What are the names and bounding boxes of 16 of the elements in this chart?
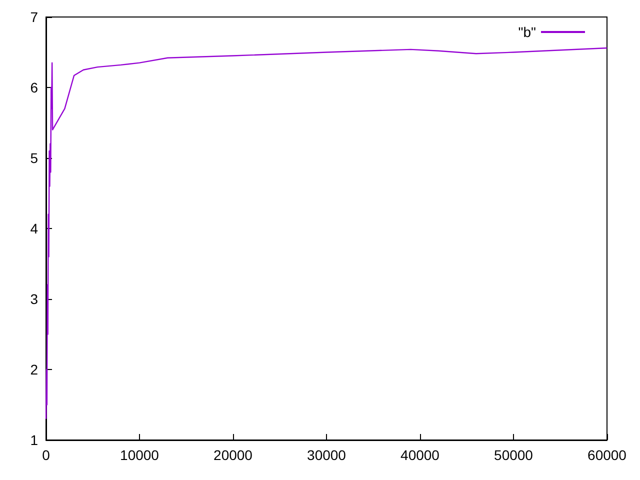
legend-label: "b" [518, 24, 536, 40]
x-tick-label: 10000 [120, 447, 160, 463]
x-tick-label: 40000 [400, 447, 440, 463]
x-tick-label: 50000 [494, 447, 534, 463]
y-tick-label: 2 [30, 362, 38, 378]
line-series [45, 47, 608, 420]
y-tick-label: 4 [30, 220, 38, 236]
y-tick-label: 5 [30, 150, 38, 166]
y-tick-label: 6 [30, 80, 38, 96]
y-tick-label: 7 [30, 9, 38, 25]
y-tick-label: 1 [30, 432, 38, 448]
y-tick-label: 3 [30, 291, 38, 307]
x-tick-label: 20000 [214, 447, 253, 463]
x-tick-label: 60000 [588, 447, 627, 463]
x-tick-label: 30000 [307, 447, 346, 463]
x-tick-label: 0 [42, 447, 50, 463]
